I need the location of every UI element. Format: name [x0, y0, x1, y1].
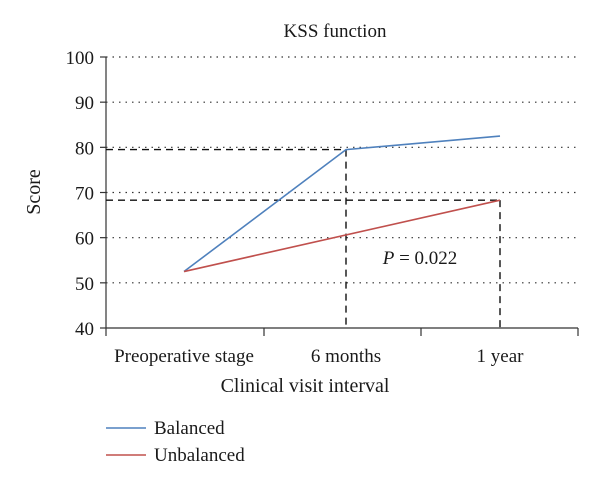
reference-lines	[106, 148, 501, 328]
series-lines	[183, 135, 501, 273]
legend: Balanced Unbalanced	[106, 418, 245, 466]
grid	[106, 56, 578, 284]
x-tick-label-1: 6 months	[311, 346, 381, 367]
legend-label-balanced: Balanced	[154, 418, 225, 439]
p-value-text: = 0.022	[394, 248, 457, 269]
series-line-unbalanced	[183, 199, 501, 273]
p-value-symbol: P	[382, 248, 395, 269]
legend-label-unbalanced: Unbalanced	[154, 445, 245, 466]
x-axis-label: Clinical visit interval	[221, 375, 390, 397]
y-tick-label-90: 90	[75, 93, 94, 114]
y-tick-labels: 40 50 60 70 80 90 100	[66, 48, 95, 340]
y-tick-label-70: 70	[75, 184, 94, 205]
p-value-annotation: P = 0.022	[382, 248, 458, 269]
series-line-balanced	[183, 135, 501, 273]
y-tick-label-50: 50	[75, 274, 94, 295]
x-tick-labels: Preoperative stage 6 months 1 year	[114, 346, 524, 367]
y-tick-label-60: 60	[75, 229, 94, 250]
y-tick-label-100: 100	[66, 48, 95, 69]
chart-title: KSS function	[284, 21, 387, 42]
axes	[100, 56, 579, 336]
y-tick-label-40: 40	[75, 319, 94, 340]
x-tick-label-2: 1 year	[477, 346, 525, 367]
x-tick-label-0: Preoperative stage	[114, 346, 254, 367]
y-axis-label: Score	[23, 169, 45, 215]
y-tick-label-80: 80	[75, 138, 94, 159]
